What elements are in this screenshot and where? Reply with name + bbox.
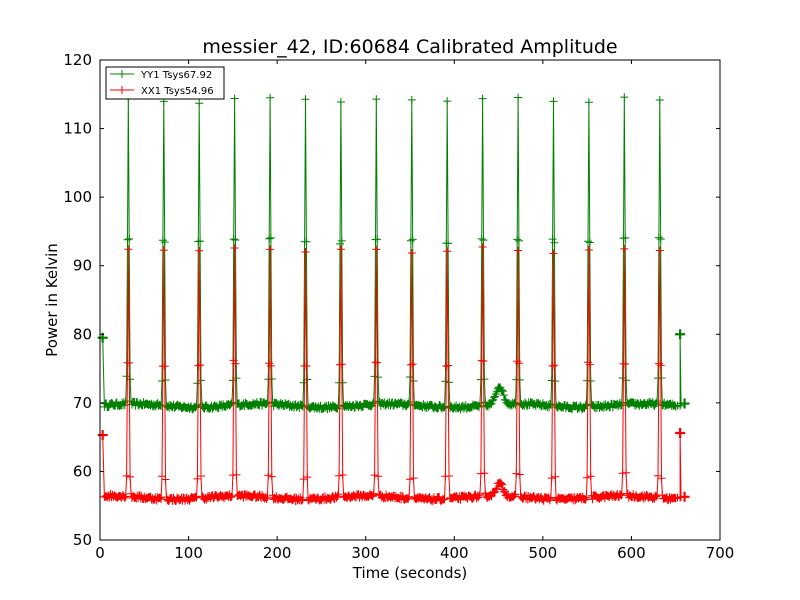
series-end-marker xyxy=(679,398,690,409)
legend: YY1 Tsys67.92 XX1 Tsys54.96 xyxy=(105,66,225,100)
y-axis-label: Power in Kelvin xyxy=(43,243,61,357)
legend-label-yy1: YY1 Tsys67.92 xyxy=(140,70,212,81)
y-tick-label: 70 xyxy=(73,394,92,412)
series-end-marker xyxy=(679,491,690,502)
x-axis-label: Time (seconds) xyxy=(352,564,468,582)
x-tick-label: 600 xyxy=(617,544,646,562)
series-xx1 xyxy=(97,243,690,506)
plot-frame xyxy=(99,59,721,541)
x-tick-label: 100 xyxy=(174,544,203,562)
series-end-marker xyxy=(675,428,686,439)
tick-layer: 0 100 200 300 400 500 600 700 50 60 70 80 90 100 110 12… xyxy=(63,51,734,562)
x-tick-label: 200 xyxy=(263,544,292,562)
y-tick-label: 120 xyxy=(63,51,92,69)
y-tick-label: 60 xyxy=(73,462,92,480)
series-end-marker xyxy=(97,430,108,441)
x-tick-label: 700 xyxy=(706,544,735,562)
x-tick-label: 500 xyxy=(529,544,558,562)
legend-marker-xx1 xyxy=(118,86,126,94)
chart-title: messier_42, ID:60684 Calibrated Amplitud… xyxy=(202,36,617,58)
y-tick-label: 100 xyxy=(63,188,92,206)
x-tick-label: 300 xyxy=(351,544,380,562)
series-end-marker xyxy=(675,329,686,340)
x-tick-label: 400 xyxy=(440,544,469,562)
legend-box xyxy=(105,66,225,100)
y-tick-label: 50 xyxy=(73,531,92,549)
legend-marker-yy1 xyxy=(118,70,126,78)
legend-label-xx1: XX1 Tsys54.96 xyxy=(141,86,214,97)
x-tick-label: 0 xyxy=(95,544,105,562)
y-tick-label: 80 xyxy=(73,325,92,343)
y-tick-label: 110 xyxy=(63,120,92,138)
y-tick-label: 90 xyxy=(73,257,92,275)
